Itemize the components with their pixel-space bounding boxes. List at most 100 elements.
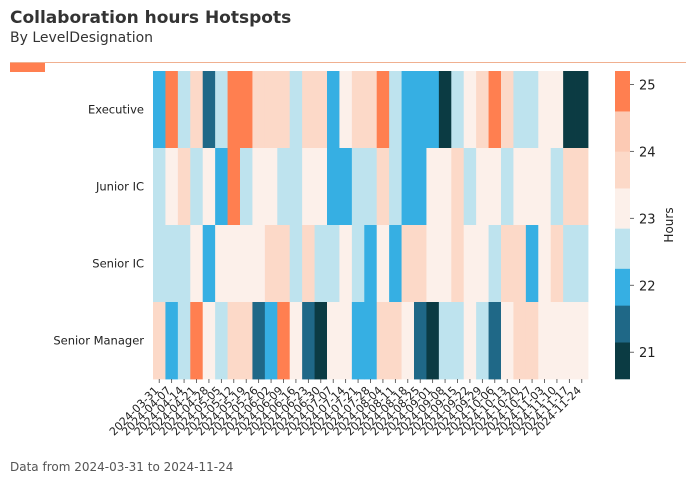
row-label: Executive: [88, 103, 144, 117]
heatmap-cell: [401, 148, 415, 226]
row-label: Junior IC: [95, 180, 144, 194]
heatmap-cell: [240, 302, 253, 380]
heatmap-cell: [401, 302, 415, 380]
heatmap-cell: [550, 71, 564, 149]
colorbar-segment: [615, 268, 630, 306]
heatmap-cell: [202, 225, 216, 303]
heatmap-cell: [252, 148, 266, 226]
heatmap-cell: [177, 148, 191, 226]
heatmap-cell: [563, 71, 576, 149]
colorbar: 21 22 23 24 25: [615, 71, 656, 380]
row-label: Senior Manager: [53, 334, 144, 348]
heatmap-cell: [389, 225, 402, 303]
heatmap-cell: [525, 225, 539, 303]
heatmap-cell: [277, 225, 291, 303]
heatmap-cell: [165, 71, 179, 149]
heatmap-cell: [289, 148, 303, 226]
heatmap-cell: [451, 225, 465, 303]
colorbar-segment: [615, 228, 630, 269]
heatmap-cell: [451, 302, 465, 380]
heatmap-cell: [376, 225, 390, 303]
chart-title: Collaboration hours Hotspots: [10, 8, 292, 28]
heatmap-cell: [289, 71, 303, 149]
heatmap-cell: [277, 148, 291, 226]
heatmap-cell: [426, 71, 440, 149]
footer-note: Data from 2024-03-31 to 2024-11-24: [10, 460, 234, 474]
colorbar-tick-label: 23: [639, 212, 656, 227]
colorbar-title: Hours: [662, 207, 676, 242]
heatmap-cell: [289, 225, 303, 303]
heatmap-cell: [227, 302, 241, 380]
colorbar-segment: [615, 71, 630, 112]
heatmap-cell: [538, 302, 552, 380]
heatmap-cell: [339, 302, 353, 380]
heatmap-cell: [438, 148, 452, 226]
heatmap-cell: [327, 225, 340, 303]
heatmap-cell: [364, 148, 378, 226]
heatmap-cell: [414, 148, 427, 226]
heatmap-cell: [190, 225, 204, 303]
heatmap-cell: [364, 225, 378, 303]
colorbar-segment: [615, 305, 630, 343]
heatmap-cell: [501, 71, 514, 149]
heatmap-cell: [339, 148, 353, 226]
heatmap-cell: [165, 148, 179, 226]
heatmap-cell: [177, 225, 191, 303]
heatmap-cell: [165, 225, 179, 303]
heatmap-cell: [351, 225, 365, 303]
heatmap-cell: [463, 148, 477, 226]
heatmap-cell: [389, 148, 402, 226]
heatmap-cell: [525, 148, 539, 226]
heatmap-cell: [575, 71, 589, 149]
heatmap-cell: [538, 225, 552, 303]
heatmap-cell: [177, 302, 191, 380]
heatmap-cell: [488, 148, 502, 226]
heatmap-cell: [202, 71, 216, 149]
colorbar-tick-label: 24: [639, 145, 656, 160]
heatmap-cell: [351, 148, 365, 226]
heatmap-cell: [389, 71, 402, 149]
heatmap-cell: [538, 71, 552, 149]
heatmap-cell: [364, 302, 378, 380]
chart-subtitle: By LevelDesignation: [10, 30, 154, 46]
heatmap-cell: [264, 148, 278, 226]
heatmap-cell: [550, 148, 564, 226]
heatmap-cell: [327, 148, 340, 226]
heatmap-cell: [376, 71, 390, 149]
heatmap-cell: [414, 225, 427, 303]
heatmap-cell: [364, 71, 378, 149]
heatmap-cell: [575, 302, 589, 380]
heatmap-cell: [215, 71, 228, 149]
heatmap-cell: [327, 302, 340, 380]
heatmap-cell: [563, 148, 576, 226]
colorbar-segment: [615, 342, 630, 380]
heatmap-cell: [376, 148, 390, 226]
colorbar-segment: [615, 188, 630, 229]
row-labels: Executive Junior IC Senior IC Senior Manage…: [53, 103, 144, 348]
heatmap-cell: [550, 302, 564, 380]
heatmap-cell: [252, 71, 266, 149]
heatmap-cell: [575, 225, 589, 303]
heatmap-cell: [252, 225, 266, 303]
heatmap-cell: [339, 225, 353, 303]
heatmap-cell: [240, 148, 253, 226]
heatmap-cell: [438, 225, 452, 303]
colorbar-segment: [615, 151, 630, 189]
heatmap-cell: [513, 148, 527, 226]
heatmap-cell: [513, 302, 527, 380]
heatmap-cell: [476, 302, 489, 380]
column-labels: 2024-03-312024-04-072024-04-142024-04-21…: [107, 379, 584, 438]
heatmap-cell: [327, 71, 340, 149]
heatmap-cell: [227, 225, 241, 303]
heatmap-cell: [289, 302, 303, 380]
heatmap-cell: [227, 148, 241, 226]
heatmap-cell: [463, 225, 477, 303]
heatmap-cell: [277, 71, 291, 149]
heatmap-cell: [438, 71, 452, 149]
heatmap-cell: [215, 302, 228, 380]
heatmap-cell: [165, 302, 179, 380]
heatmap-cell: [438, 302, 452, 380]
heatmap-cell: [240, 225, 253, 303]
heatmap-cell: [351, 71, 365, 149]
